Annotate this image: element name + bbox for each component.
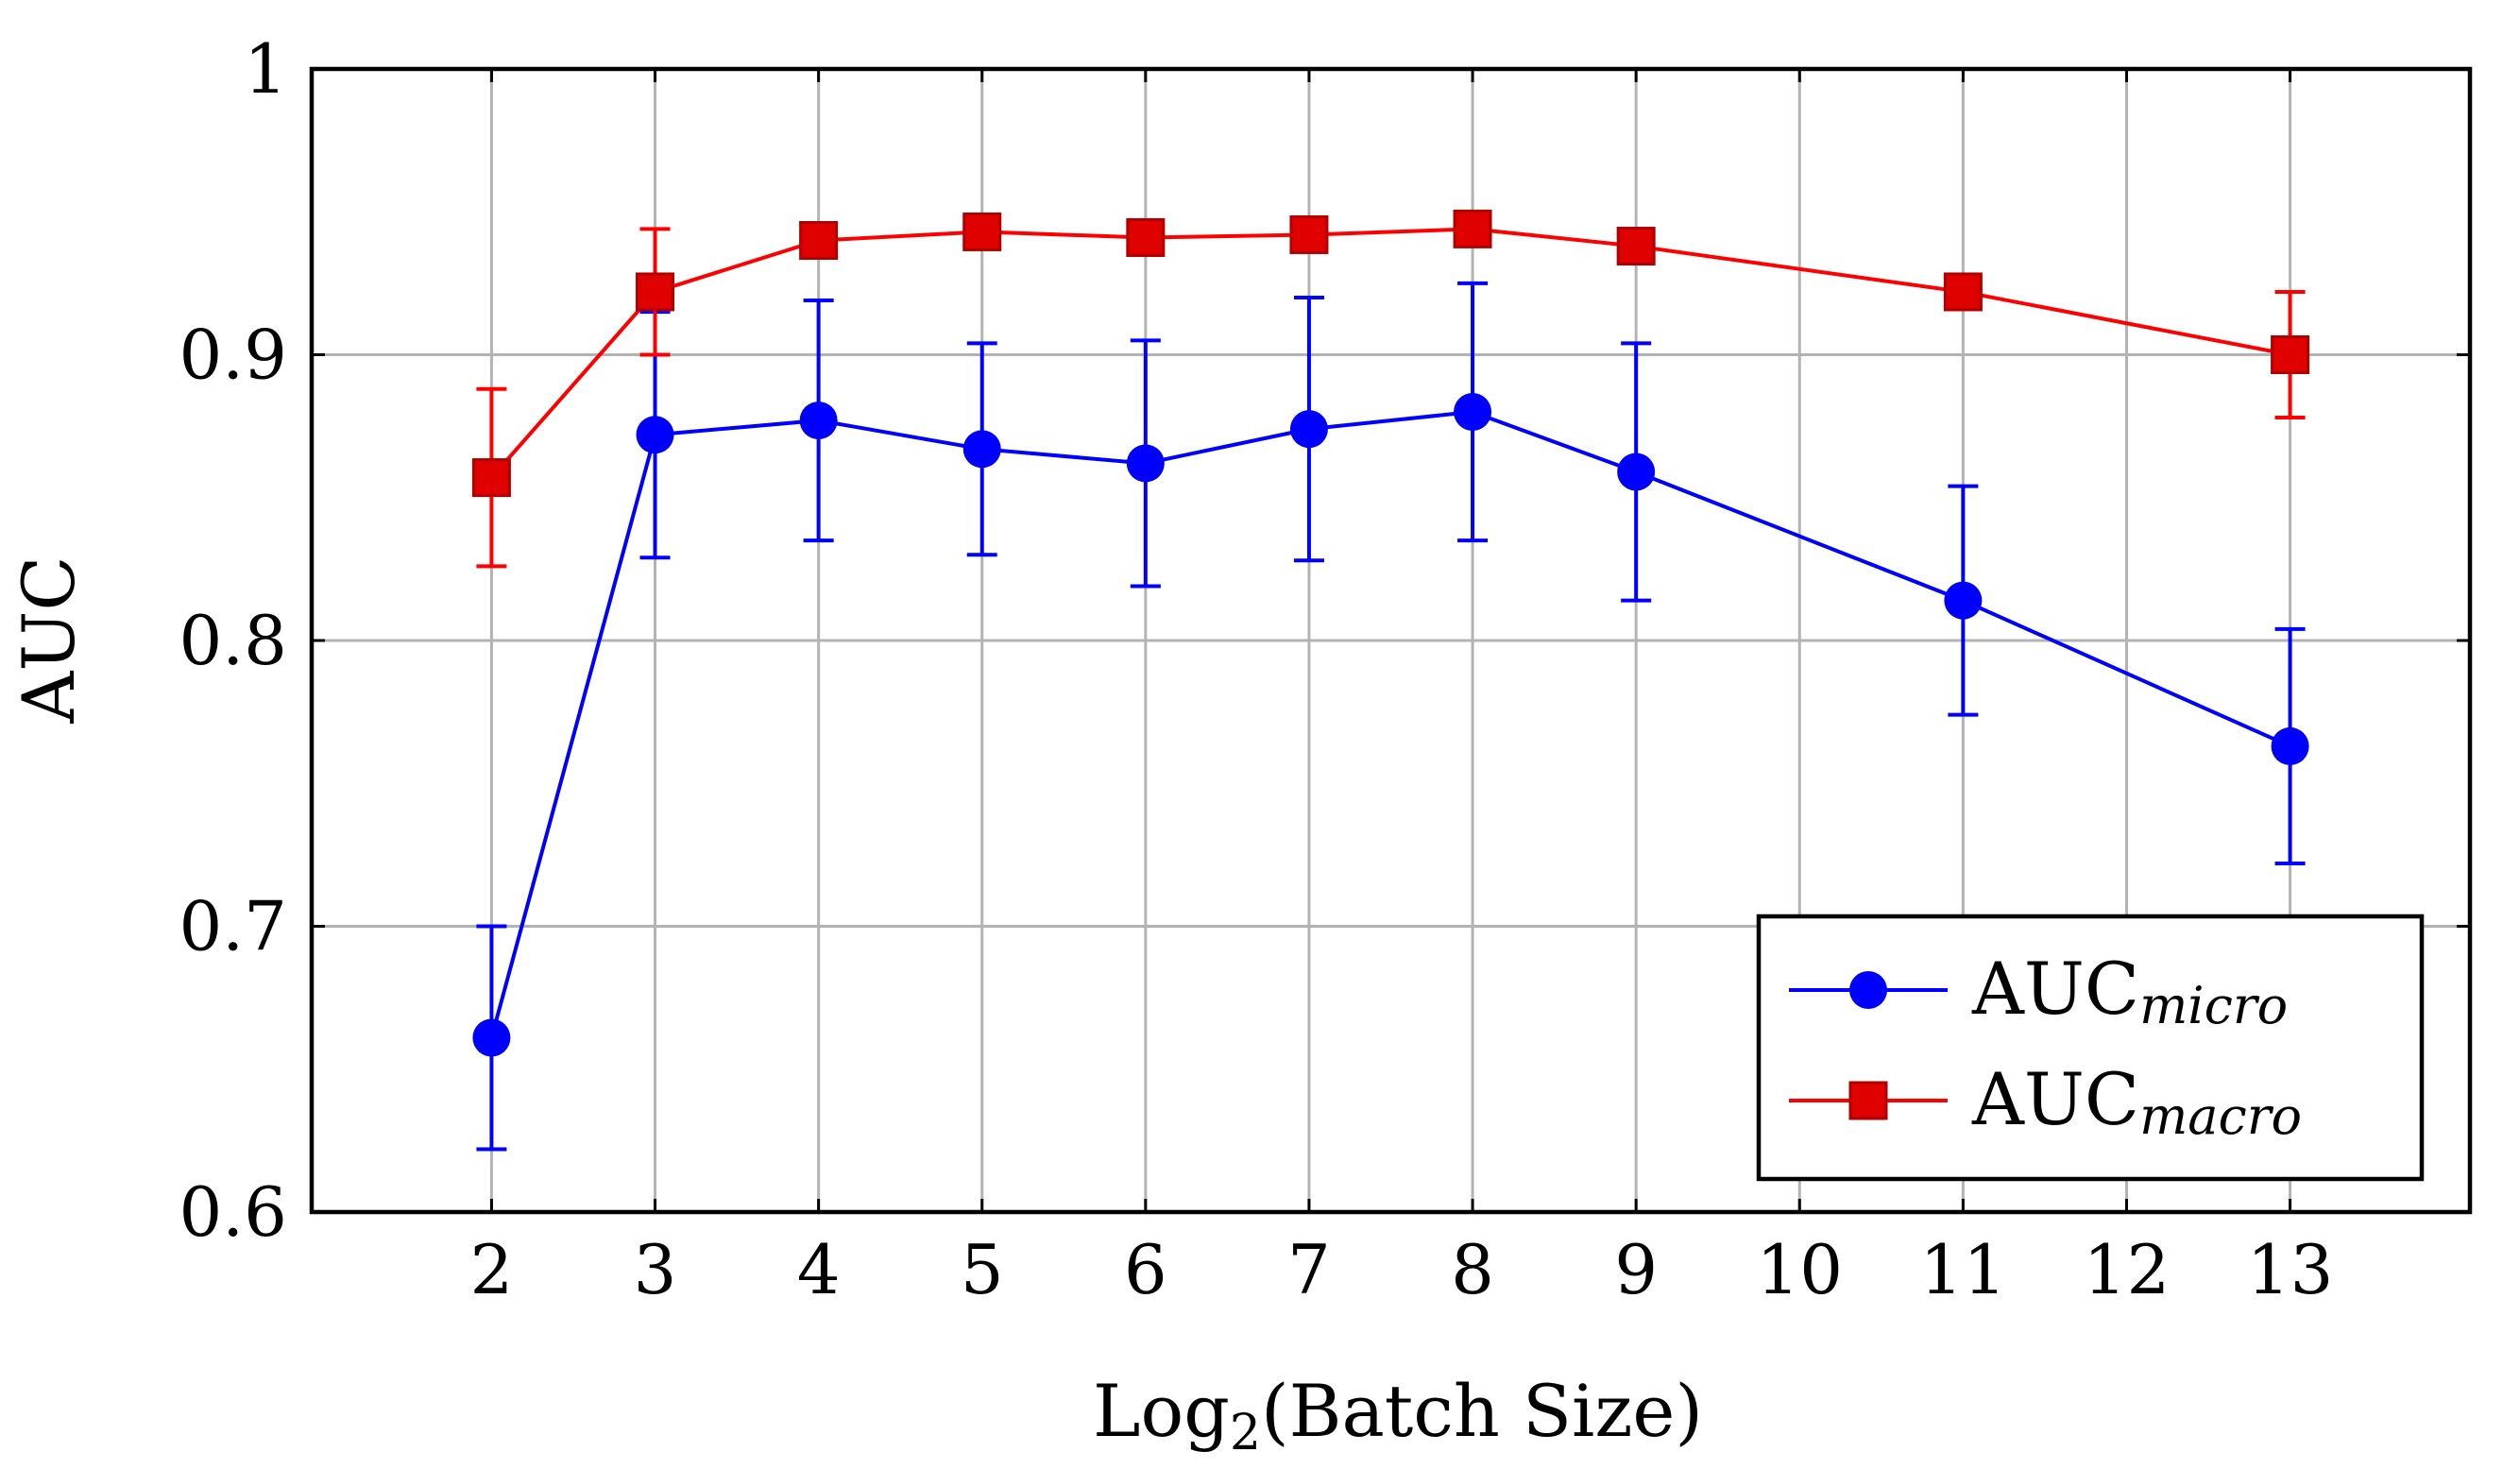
legend-entry-micro: AUCmicro [1789,947,2288,1035]
x-tick-label: 12 [2084,1230,2171,1309]
legend-micro-name: AUC [1971,947,2139,1031]
legend-macro-sub: macro [2139,1086,2302,1146]
x-tick-labels: 2 3 4 5 6 7 8 9 10 11 12 13 [470,1230,2334,1309]
x-axis-title-subscript: 2 [1230,1405,1261,1461]
x-axis-title-main: Log [1093,1369,1230,1453]
y-tick-label: 0.9 [179,316,287,395]
x-tick-label: 4 [797,1230,841,1309]
data-point [636,272,675,312]
y-tick-label: 0.7 [179,887,287,966]
data-point [1617,453,1656,491]
y-tick-label: 1 [244,29,287,109]
series-line [489,409,2291,1038]
series-macro [471,209,2310,569]
series-micro [472,281,2309,1152]
legend: AUCmicro AUCmacro [1756,914,2425,1182]
data-point [472,1018,511,1057]
y-axis-title: AUC [7,555,91,724]
x-axis-title-suffix: (Batch Size) [1261,1369,1703,1453]
data-point [799,221,839,260]
data-point [962,430,1001,469]
x-tick-label: 11 [1920,1230,2007,1309]
data-point [2271,726,2309,765]
data-point [1289,214,1329,254]
data-point [471,458,511,498]
x-axis-title: Log2(Batch Size) [1093,1369,1703,1461]
x-tick-label: 7 [1287,1230,1331,1309]
data-point [1126,217,1166,257]
series-line [489,227,2290,479]
legend-micro-sub: micro [2139,976,2288,1035]
legend-entry-macro: AUCmacro [1789,1057,2302,1146]
plot-frame [309,66,2473,1215]
x-tick-label: 2 [470,1230,514,1309]
data-point [1616,227,1656,266]
data-point [799,401,838,440]
x-tick-label: 9 [1614,1230,1658,1309]
legend-box [1756,914,2425,1182]
x-tick-label: 8 [1451,1230,1494,1309]
data-point [636,416,674,454]
legend-macro-marker [1848,1081,1888,1120]
series-layer [471,209,2310,1152]
data-point [962,212,1002,251]
x-tick-label: 13 [2247,1230,2334,1309]
y-tick-label: 0.6 [179,1172,287,1252]
x-tick-label: 5 [961,1230,1004,1309]
legend-micro-marker [1849,971,1887,1009]
legend-macro-name: AUC [1971,1057,2139,1141]
data-point [1453,209,1492,248]
x-tick-label: 10 [1756,1230,1843,1309]
x-tick-label: 6 [1124,1230,1167,1309]
x-tick-label: 3 [634,1230,677,1309]
data-point [1454,393,1492,431]
data-point [1943,272,1983,312]
data-point [1126,444,1165,483]
data-point [1289,410,1328,449]
legend-micro-label: AUCmicro [1971,947,2288,1035]
data-point [2271,335,2310,374]
y-tick-labels: 0.6 0.7 0.8 0.9 1 [179,29,287,1252]
data-point [1944,581,1983,620]
legend-macro-label: AUCmacro [1971,1057,2302,1146]
y-tick-label: 0.8 [179,601,287,680]
